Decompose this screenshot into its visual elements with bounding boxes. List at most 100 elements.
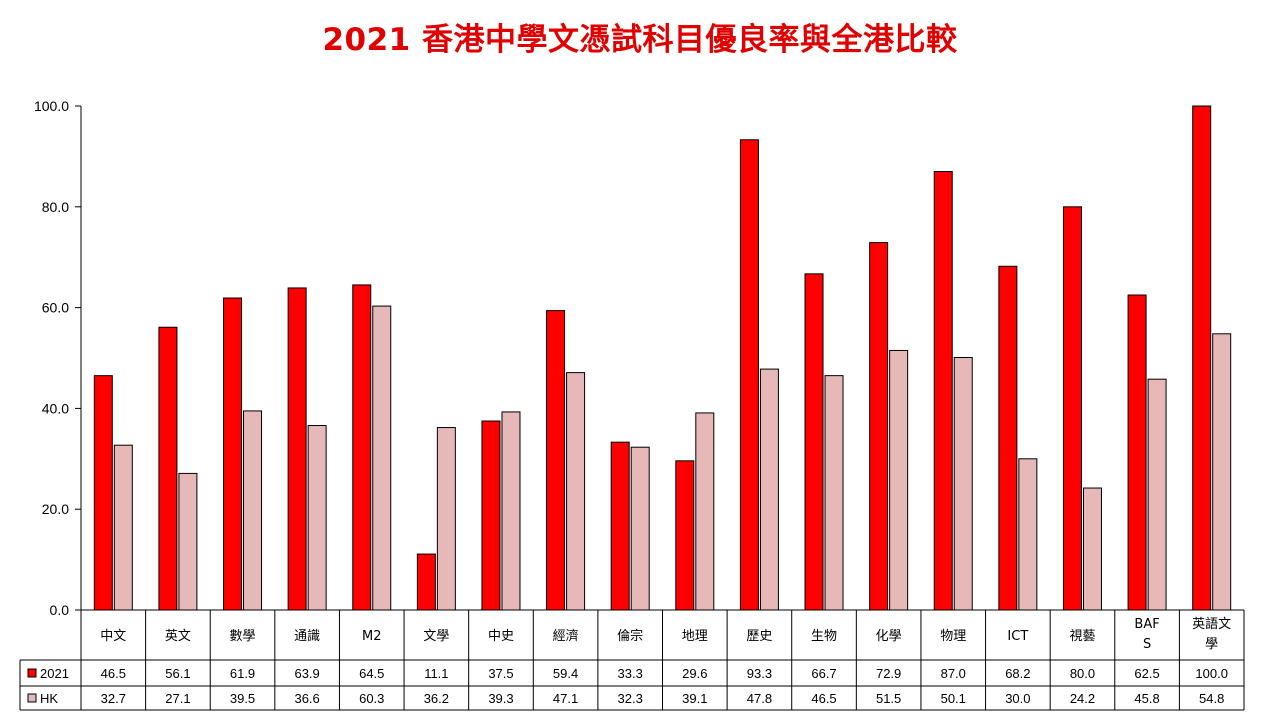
data-value: 27.1 — [165, 691, 190, 706]
y-tick-label: 0.0 — [50, 602, 70, 618]
data-value: 29.6 — [682, 666, 707, 681]
bar-series2 — [372, 305, 392, 611]
bar-series1 — [1062, 206, 1082, 611]
data-value: 32.3 — [618, 691, 643, 706]
data-value: 39.3 — [488, 691, 513, 706]
category-label: BAF — [1134, 617, 1159, 632]
category-label: 視藝 — [1069, 629, 1095, 644]
data-value: 64.5 — [359, 666, 384, 681]
bar-series2 — [630, 446, 650, 611]
bar-series1 — [804, 273, 824, 611]
bar-series1 — [158, 326, 178, 611]
bar-series1 — [546, 310, 566, 611]
bar-series2 — [243, 410, 263, 611]
bar-series1 — [416, 553, 436, 611]
bar-series1 — [223, 297, 243, 611]
category-label: 中文 — [100, 629, 126, 644]
data-value: 62.5 — [1134, 666, 1159, 681]
data-value: 87.0 — [941, 666, 966, 681]
bar-series1 — [869, 242, 889, 611]
bar-series2 — [889, 349, 909, 611]
data-value: 100.0 — [1195, 666, 1228, 681]
data-value: 72.9 — [876, 666, 901, 681]
bar-series1 — [1192, 105, 1212, 611]
bar-series1 — [610, 441, 630, 611]
data-value: 51.5 — [876, 691, 901, 706]
data-value: 33.3 — [618, 666, 643, 681]
data-value: 39.1 — [682, 691, 707, 706]
legend-key — [27, 693, 37, 703]
y-tick-label: 100.0 — [34, 98, 69, 114]
bar-series2 — [1147, 378, 1167, 611]
y-tick-label: 60.0 — [42, 300, 69, 316]
data-value: 47.1 — [553, 691, 578, 706]
chart-title: 2021 香港中學文憑試科目優良率與全港比較 — [322, 22, 958, 58]
bar-series2 — [501, 411, 521, 611]
category-label: 英文 — [165, 629, 191, 644]
category-label: 中史 — [488, 629, 514, 644]
data-value: 47.8 — [747, 691, 772, 706]
bar-series1 — [933, 171, 953, 611]
data-value: 39.5 — [230, 691, 255, 706]
bar-series2 — [178, 472, 198, 611]
legend-label: HK — [40, 691, 58, 706]
bar-series2 — [1212, 333, 1232, 611]
bar-series1 — [93, 375, 113, 611]
y-tick-label: 80.0 — [42, 199, 69, 215]
category-label: 化學 — [876, 629, 902, 644]
data-value: 46.5 — [811, 691, 836, 706]
bar-series2 — [953, 356, 973, 611]
bar-series1 — [287, 287, 307, 611]
data-value: 50.1 — [941, 691, 966, 706]
data-value: 45.8 — [1134, 691, 1159, 706]
data-value: 60.3 — [359, 691, 384, 706]
bar-series2 — [1082, 487, 1102, 611]
data-value: 36.2 — [424, 691, 449, 706]
data-value: 63.9 — [294, 666, 319, 681]
category-label: 學 — [1205, 637, 1218, 652]
category-label: 生物 — [811, 629, 837, 644]
data-value: 61.9 — [230, 666, 255, 681]
bar-series1 — [481, 420, 501, 611]
data-value: 80.0 — [1070, 666, 1095, 681]
data-value: 59.4 — [553, 666, 578, 681]
category-label: 經濟 — [553, 628, 579, 644]
data-value: 11.1 — [424, 666, 448, 681]
category-label: 物理 — [940, 629, 966, 644]
bar-series1 — [1127, 294, 1147, 611]
data-value: 36.6 — [294, 691, 319, 706]
category-label: ICT — [1007, 629, 1028, 644]
category-label: 通識 — [294, 629, 320, 644]
category-label: 數學 — [230, 629, 256, 644]
legend-key — [27, 668, 37, 678]
category-label: 文學 — [423, 629, 449, 644]
category-label: 地理 — [682, 629, 708, 644]
bar-series2 — [695, 412, 715, 611]
bar-series2 — [566, 372, 586, 611]
category-label: 歷史 — [746, 629, 772, 644]
data-value: 37.5 — [488, 666, 513, 681]
bar-series1 — [352, 284, 372, 611]
data-value: 46.5 — [101, 666, 126, 681]
legend-label: 2021 — [40, 666, 69, 681]
bar-series2 — [759, 368, 779, 611]
y-tick-label: 20.0 — [42, 501, 69, 517]
bar-series2 — [436, 427, 456, 611]
data-value: 68.2 — [1005, 666, 1030, 681]
bar-series2 — [1018, 458, 1038, 611]
category-label: S — [1143, 637, 1151, 652]
data-value: 54.8 — [1199, 691, 1224, 706]
data-value: 24.2 — [1070, 691, 1095, 706]
category-label: 英語文 — [1192, 616, 1231, 632]
bar-series1 — [739, 139, 759, 611]
bar-series1 — [998, 265, 1018, 611]
data-value: 32.7 — [101, 691, 126, 706]
category-label: M2 — [362, 629, 382, 644]
data-value: 66.7 — [811, 666, 836, 681]
bar-series1 — [675, 460, 695, 611]
data-value: 93.3 — [747, 666, 772, 681]
category-label: 倫宗 — [617, 628, 643, 644]
bar-series2 — [824, 375, 844, 611]
data-value: 30.0 — [1005, 691, 1030, 706]
